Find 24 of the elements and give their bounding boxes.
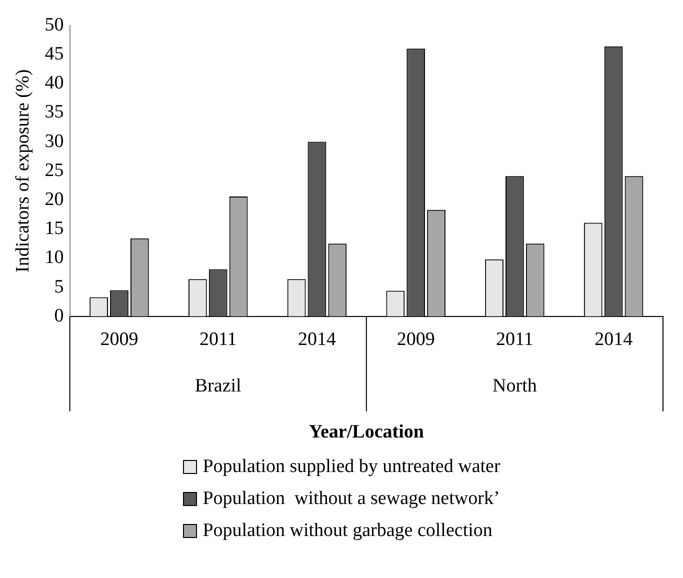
- y-tick-label: 5: [54, 276, 64, 298]
- y-tick-label: 15: [44, 218, 64, 240]
- x-tick-label: 2011: [199, 328, 237, 350]
- y-tick-label: 30: [44, 130, 64, 152]
- y-tick-label: 50: [44, 14, 64, 36]
- y-tick-label: 45: [44, 43, 64, 64]
- y-axis-title: Indicators of exposure (%): [12, 69, 34, 272]
- y-tick-label: 25: [44, 160, 64, 181]
- x-tick-label: 2011: [496, 328, 534, 350]
- y-tick-label: 0: [54, 305, 64, 326]
- x-tick-label: 2014: [298, 328, 336, 350]
- x-tick-label: 2009: [100, 328, 138, 350]
- text: Brazil: [194, 375, 242, 396]
- y-tick-label: 35: [44, 102, 64, 123]
- x-tick-label: 2009: [396, 328, 435, 350]
- y-tick-label: 40: [44, 72, 64, 94]
- x-axis-title: Year/Location: [308, 422, 424, 443]
- y-tick-label: 20: [44, 188, 64, 210]
- y-tick-label: 10: [44, 247, 64, 268]
- legend-label: Population supplied by untreated water: [202, 456, 500, 478]
- legend-label: Population without a sewage network’: [202, 488, 500, 510]
- text: North: [492, 375, 538, 396]
- legend-label: Population without garbage collection: [202, 520, 492, 542]
- x-tick-label: 2014: [594, 328, 634, 350]
